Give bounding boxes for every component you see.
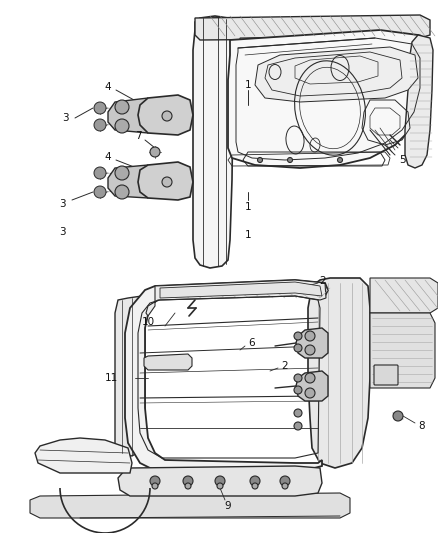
Polygon shape <box>228 30 428 168</box>
Circle shape <box>150 147 160 157</box>
Circle shape <box>252 483 258 489</box>
Text: 11: 11 <box>105 373 118 383</box>
Circle shape <box>250 476 260 486</box>
Circle shape <box>94 119 106 131</box>
Text: 10: 10 <box>142 317 155 327</box>
Circle shape <box>280 476 290 486</box>
Polygon shape <box>405 35 433 168</box>
Text: 7: 7 <box>135 131 141 141</box>
Circle shape <box>217 483 223 489</box>
Text: 9: 9 <box>225 501 231 511</box>
Circle shape <box>258 157 262 163</box>
Text: 3: 3 <box>59 199 65 209</box>
Circle shape <box>294 332 302 340</box>
Circle shape <box>287 157 293 163</box>
Polygon shape <box>370 313 435 388</box>
Polygon shape <box>195 15 430 40</box>
Circle shape <box>94 167 106 179</box>
Circle shape <box>94 102 106 114</box>
Circle shape <box>115 166 129 180</box>
Text: 3: 3 <box>59 227 65 237</box>
Polygon shape <box>125 280 328 473</box>
Polygon shape <box>108 165 148 198</box>
Circle shape <box>152 483 158 489</box>
Polygon shape <box>160 282 322 298</box>
Polygon shape <box>146 280 326 316</box>
Circle shape <box>294 409 302 417</box>
Circle shape <box>115 119 129 133</box>
Circle shape <box>338 157 343 163</box>
Circle shape <box>115 100 129 114</box>
Polygon shape <box>296 328 328 358</box>
Polygon shape <box>240 35 428 52</box>
Polygon shape <box>296 371 328 401</box>
Text: 1: 1 <box>245 80 251 90</box>
Polygon shape <box>115 296 145 456</box>
Circle shape <box>393 411 403 421</box>
Circle shape <box>185 483 191 489</box>
Circle shape <box>215 476 225 486</box>
Circle shape <box>150 476 160 486</box>
Circle shape <box>294 374 302 382</box>
Text: 3: 3 <box>62 113 68 123</box>
Polygon shape <box>255 47 418 102</box>
Polygon shape <box>138 162 193 200</box>
Circle shape <box>94 186 106 198</box>
Text: 5: 5 <box>400 155 406 165</box>
Polygon shape <box>108 98 148 133</box>
Circle shape <box>305 345 315 355</box>
Text: 6: 6 <box>249 338 255 348</box>
FancyBboxPatch shape <box>374 365 398 385</box>
Circle shape <box>305 388 315 398</box>
Circle shape <box>294 422 302 430</box>
Text: 4: 4 <box>105 82 111 92</box>
Circle shape <box>115 185 129 199</box>
Polygon shape <box>118 466 322 496</box>
Text: 2: 2 <box>320 276 326 286</box>
Polygon shape <box>35 438 132 473</box>
Text: 4: 4 <box>105 152 111 162</box>
Text: 1: 1 <box>245 230 251 240</box>
Circle shape <box>162 177 172 187</box>
Text: 8: 8 <box>419 421 425 431</box>
Circle shape <box>183 476 193 486</box>
Circle shape <box>305 331 315 341</box>
Polygon shape <box>144 354 192 370</box>
Text: 1: 1 <box>245 202 251 212</box>
Text: 2: 2 <box>282 361 288 371</box>
Polygon shape <box>193 16 235 268</box>
Polygon shape <box>138 95 193 135</box>
Polygon shape <box>30 493 350 518</box>
Circle shape <box>162 111 172 121</box>
Circle shape <box>294 344 302 352</box>
Circle shape <box>282 483 288 489</box>
Polygon shape <box>370 278 438 313</box>
Polygon shape <box>308 278 370 468</box>
Circle shape <box>294 386 302 394</box>
Circle shape <box>305 373 315 383</box>
